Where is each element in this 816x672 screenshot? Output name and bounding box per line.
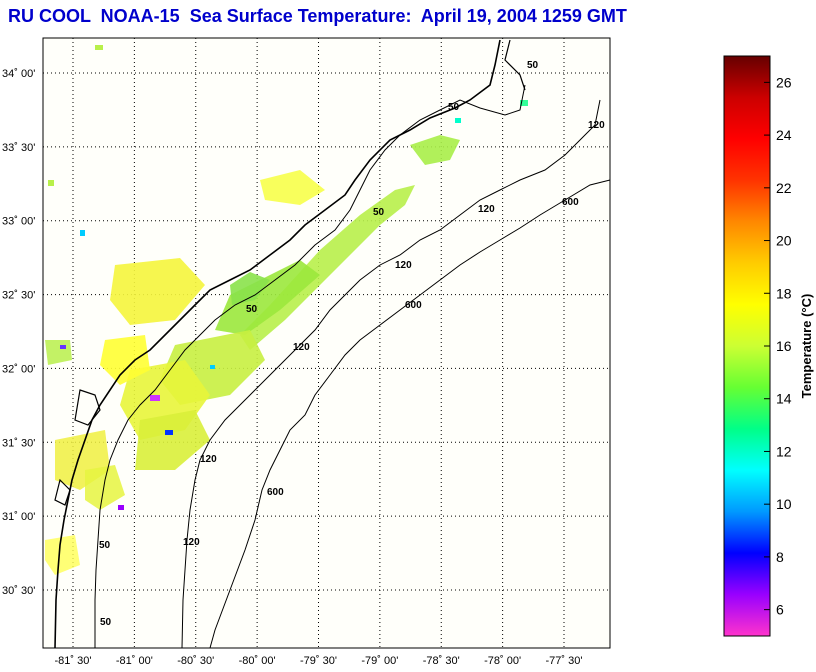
lon-tick-label: -79˚ 00' [361, 655, 398, 667]
isobath-120 [181, 99, 601, 649]
lat-tick-label: 31˚ 00' [2, 511, 35, 523]
sst-patches [45, 45, 528, 575]
colorbar-tick-label: 16 [776, 338, 792, 354]
contour-label-600: 600 [562, 197, 579, 208]
colorbar-tick-label: 12 [776, 443, 792, 459]
colorbar-gradient [723, 55, 771, 637]
contour-label-120: 120 [478, 204, 495, 215]
colorbar-tick-label: 8 [776, 549, 784, 565]
colorbar-tick-label: 24 [776, 127, 792, 143]
contour-label-120: 120 [395, 260, 412, 271]
isobath-600 [209, 179, 611, 649]
lon-tick-label: -81˚ 30' [55, 655, 92, 667]
colorbar-tick-label: 10 [776, 496, 792, 512]
map-title: RU COOL NOAA-15 Sea Surface Temperature:… [8, 6, 627, 26]
colorbar-tick-label: 20 [776, 233, 792, 249]
colorbar-tick-label: 26 [776, 74, 792, 90]
lon-tick-label: -78˚ 30' [423, 655, 460, 667]
isobath-50 [94, 84, 526, 648]
contour-label-50: 50 [100, 617, 112, 628]
colorbar-tick-label: 14 [776, 391, 792, 407]
contour-label-50: 50 [99, 540, 111, 551]
contour-label-120: 120 [183, 537, 200, 548]
contour-label-50: 50 [373, 207, 385, 218]
lon-tick-label: -78˚ 00' [484, 655, 521, 667]
lon-tick-label: -80˚ 30' [177, 655, 214, 667]
lat-tick-label: 32˚ 30' [2, 290, 35, 302]
colorbar-title: Temperature (°C) [799, 294, 814, 399]
contour-label-50: 50 [448, 102, 460, 113]
latitude-labels: 34˚ 00' 33˚ 30' 33˚ 00' 32˚ 30' 32˚ 00' 31˚ 3… [2, 68, 35, 597]
lat-tick-label: 31˚ 30' [2, 437, 35, 449]
contour-labels: 50 50 50 50 50 50 120 120 120 120 120 12… [99, 60, 605, 628]
colorbar: 6 8 10 12 14 16 18 20 22 24 26 Temperature (°C) [723, 55, 814, 637]
colorbar-ticks: 6 8 10 12 14 16 18 20 22 24 26 [764, 74, 792, 618]
contour-label-600: 600 [267, 487, 284, 498]
lon-tick-label: -77˚ 30' [546, 655, 583, 667]
lat-tick-label: 32˚ 00' [2, 363, 35, 375]
contour-label-120: 120 [200, 454, 217, 465]
contour-label-120: 120 [588, 120, 605, 131]
lat-tick-label: 34˚ 00' [2, 68, 35, 80]
contour-label-50: 50 [246, 304, 258, 315]
longitude-labels: -81˚ 30' -81˚ 00' -80˚ 30' -80˚ 00' -79˚ 30'… [55, 655, 583, 667]
colorbar-tick-label: 22 [776, 180, 792, 196]
lat-tick-label: 33˚ 30' [2, 142, 35, 154]
lat-tick-label: 33˚ 00' [2, 216, 35, 228]
contour-label-50: 50 [527, 60, 539, 71]
contour-label-600: 600 [405, 300, 422, 311]
colorbar-tick-label: 18 [776, 285, 792, 301]
contour-label-120: 120 [293, 342, 310, 353]
lon-tick-label: -80˚ 00' [239, 655, 276, 667]
lon-tick-label: -81˚ 00' [116, 655, 153, 667]
lat-tick-label: 30˚ 30' [2, 585, 35, 597]
colorbar-tick-label: 6 [776, 602, 784, 618]
coastline [54, 39, 526, 649]
lon-tick-label: -79˚ 30' [300, 655, 337, 667]
